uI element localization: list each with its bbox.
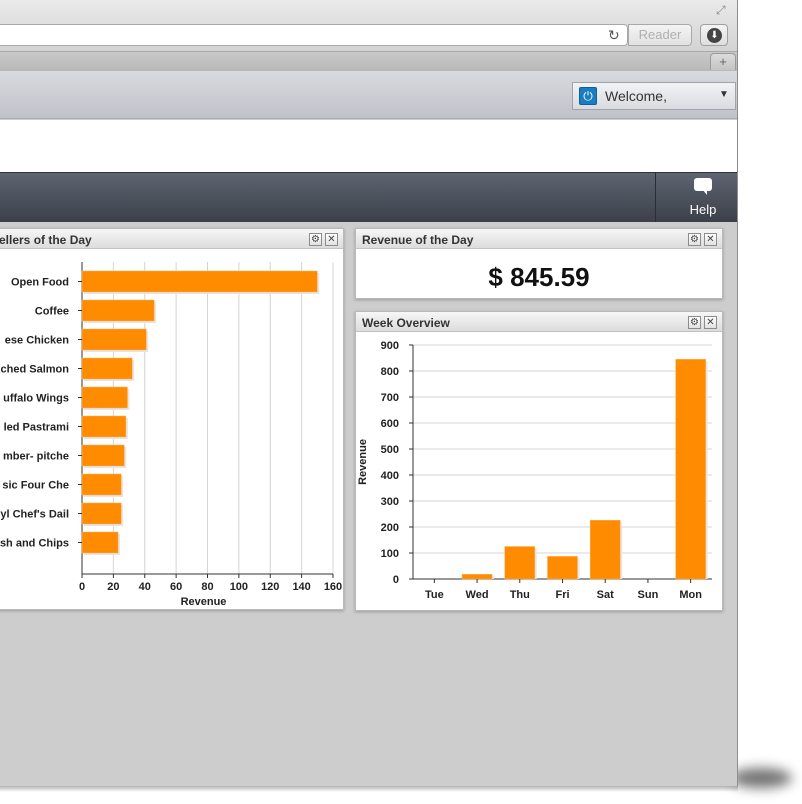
chevron-down-icon[interactable]: ▼ — [719, 89, 729, 100]
x-axis-label: Revenue — [181, 596, 227, 608]
browser-window: ⤢ ↻ Reader ⬇ + ⏻ Welcome, ▼ Help ellers … — [0, 0, 738, 786]
category-label: Open Food — [11, 277, 69, 289]
tab-bar — [0, 51, 737, 71]
bar — [81, 270, 318, 293]
reload-icon[interactable]: ↻ — [608, 27, 620, 43]
close-icon[interactable]: ✕ — [325, 233, 338, 246]
portlet-header: Week Overview ⚙ ✕ — [356, 312, 722, 332]
week-overview-portlet: Week Overview ⚙ ✕ 0 100 200 300 400 500 600 700… — [355, 311, 723, 611]
x-tick-label: 100 — [230, 581, 248, 593]
category-label: Coffee — [35, 306, 69, 318]
settings-icon[interactable]: ⚙ — [309, 233, 322, 246]
category-label: ched Salmon — [1, 364, 70, 376]
x-tick-label: 80 — [201, 581, 213, 593]
bar — [81, 299, 155, 322]
banner-area — [0, 120, 737, 172]
y-tick-label: 300 — [381, 496, 399, 508]
portlet-header: ellers of the Day ⚙ ✕ — [0, 229, 343, 249]
y-axis-label: Revenue — [357, 439, 369, 485]
revenue-of-day-portlet: Revenue of the Day ⚙ ✕ $ 845.59 — [355, 228, 723, 299]
category-label: Tue — [425, 589, 444, 601]
category-label: Fri — [555, 589, 569, 601]
bar — [589, 519, 621, 580]
y-tick-label: 400 — [381, 470, 399, 482]
category-label: Thu — [510, 589, 530, 601]
category-label: ese Chicken — [5, 335, 69, 347]
y-tick-label: 600 — [381, 418, 399, 430]
bar — [504, 546, 536, 580]
bar — [81, 444, 125, 467]
help-label: Help — [689, 202, 717, 217]
power-icon[interactable]: ⏻ — [579, 87, 597, 105]
main-navbar — [0, 172, 737, 222]
close-icon[interactable]: ✕ — [704, 233, 717, 246]
bar — [81, 415, 127, 438]
x-tick-label: 0 — [79, 581, 85, 593]
bar — [461, 574, 493, 580]
fullscreen-icon[interactable]: ⤢ — [716, 3, 726, 17]
category-label: Sat — [597, 589, 614, 601]
x-tick-label: 140 — [292, 581, 310, 593]
portlet-header: Revenue of the Day ⚙ ✕ — [356, 229, 722, 249]
portlet-title: Week Overview — [362, 316, 450, 330]
welcome-label: Welcome, — [605, 88, 667, 104]
download-icon: ⬇ — [707, 28, 722, 43]
welcome-dropdown[interactable]: ⏻ Welcome, ▼ — [572, 82, 736, 110]
bar — [547, 556, 578, 580]
settings-icon[interactable]: ⚙ — [688, 316, 701, 329]
window-shadow — [730, 768, 792, 788]
week-overview-chart: 0 100 200 300 400 500 600 700 800 900 Tue Wed Thu Fri… — [357, 340, 712, 601]
x-tick-label: 60 — [170, 581, 182, 593]
address-bar[interactable] — [0, 24, 628, 46]
category-label: sh and Chips — [0, 538, 69, 550]
x-tick-label: 40 — [139, 581, 151, 593]
y-tick-label: 0 — [393, 574, 399, 586]
y-tick-label: 500 — [381, 444, 399, 456]
bar — [81, 502, 122, 525]
y-tick-label: 700 — [381, 392, 399, 404]
download-button[interactable]: ⬇ — [700, 24, 728, 46]
nav-divider — [655, 172, 656, 222]
bar — [81, 328, 147, 351]
best-sellers-portlet: ellers of the Day ⚙ ✕ 0 20 40 60 80 100 120 140… — [0, 228, 344, 610]
best-sellers-chart: 0 20 40 60 80 100 120 140 160 Open Food Coffee ese … — [0, 262, 342, 608]
settings-icon[interactable]: ⚙ — [688, 233, 701, 246]
bar — [81, 473, 122, 496]
x-tick-label: 120 — [261, 581, 279, 593]
speech-bubble-icon — [694, 178, 712, 195]
category-label: uffalo Wings — [3, 393, 69, 405]
bar — [81, 357, 133, 380]
bar — [81, 531, 119, 554]
x-tick-label: 160 — [324, 581, 342, 593]
y-tick-label: 800 — [381, 366, 399, 378]
close-icon[interactable]: ✕ — [704, 316, 717, 329]
category-label: Sun — [638, 589, 659, 601]
help-nav-item[interactable]: Help — [670, 178, 736, 220]
category-label: Mon — [679, 589, 702, 601]
y-tick-label: 100 — [381, 548, 399, 560]
category-label: sic Four Che — [2, 480, 69, 492]
bar — [81, 386, 128, 409]
portlet-title: ellers of the Day — [0, 233, 92, 247]
y-tick-label: 200 — [381, 522, 399, 534]
revenue-value: $ 845.59 — [488, 262, 590, 292]
x-tick-label: 20 — [107, 581, 119, 593]
category-label: Wed — [466, 589, 489, 601]
portlet-title: Revenue of the Day — [362, 233, 474, 247]
category-label: led Pastrami — [4, 422, 69, 434]
bar — [675, 359, 706, 580]
window-bottom-shadow — [0, 784, 738, 792]
new-tab-button[interactable]: + — [710, 53, 736, 70]
category-label: mber- pitche — [3, 451, 69, 463]
reader-button[interactable]: Reader — [628, 24, 692, 46]
category-label: yl Chef's Dail — [0, 509, 69, 521]
y-tick-label: 900 — [381, 340, 399, 352]
